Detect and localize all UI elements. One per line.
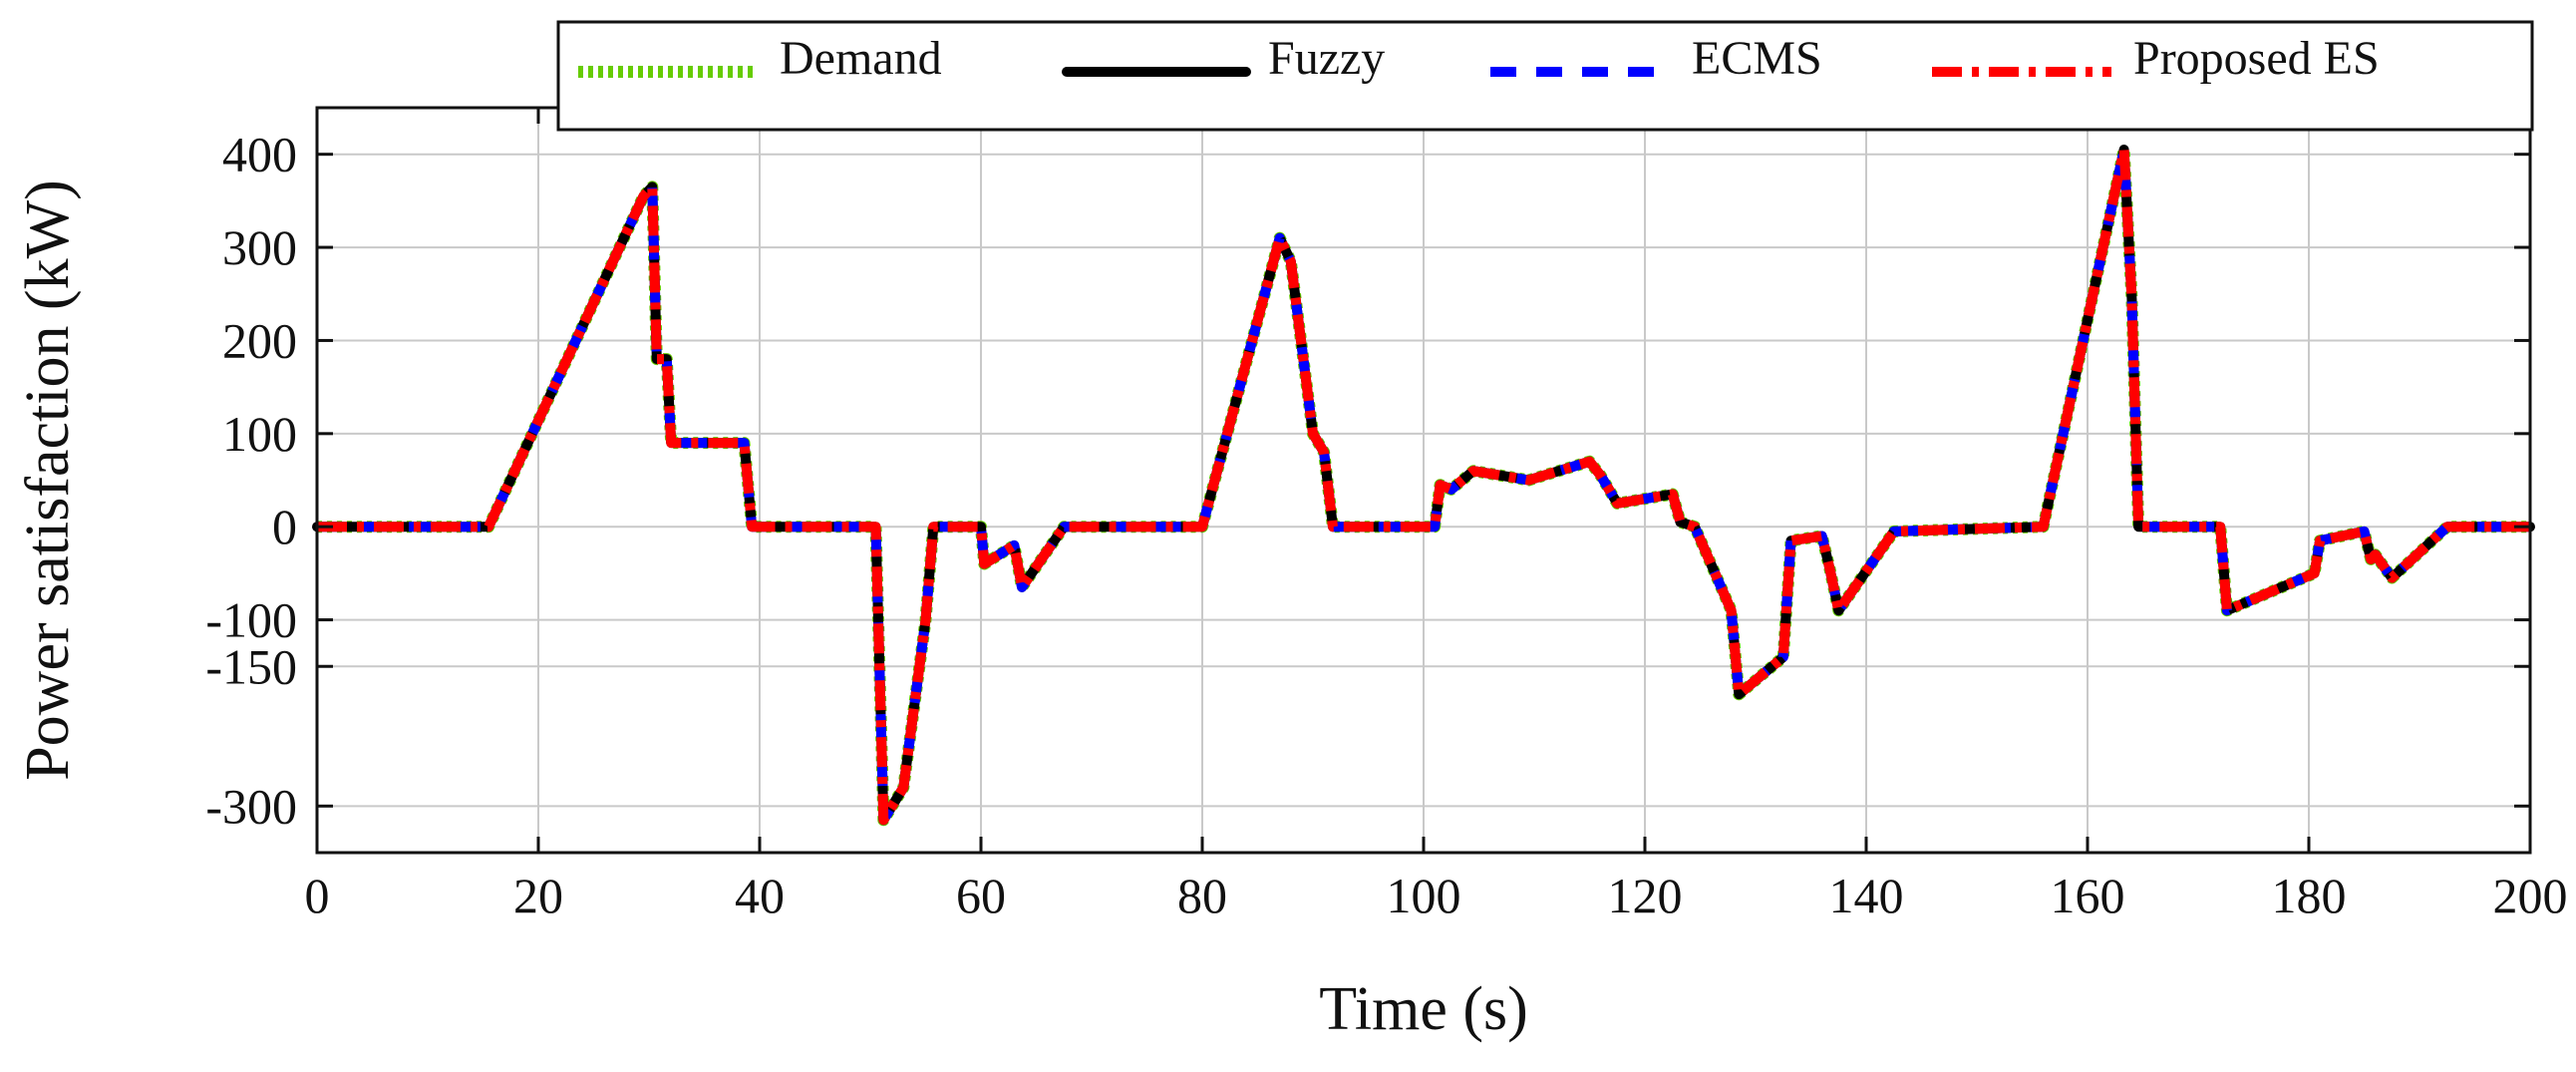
y-tick-label: 300 — [222, 219, 297, 275]
x-tick-label: 80 — [1177, 868, 1227, 923]
x-tick-label: 160 — [2051, 868, 2125, 923]
x-tick-label: 140 — [1829, 868, 1904, 923]
legend: Demand Fuzzy ECMS Proposed ES — [558, 22, 2532, 130]
x-axis-title: Time (s) — [1319, 975, 1528, 1043]
x-tick-label: 0 — [305, 868, 330, 923]
y-tick-label: 200 — [222, 312, 297, 368]
x-tick-label: 40 — [735, 868, 785, 923]
y-tick-label: 0 — [272, 499, 297, 554]
y-axis-title: Power satisfaction (kW) — [14, 179, 82, 781]
x-tick-label: 200 — [2493, 868, 2568, 923]
legend-label-ecms: ECMS — [1692, 32, 1822, 85]
legend-label-demand: Demand — [780, 32, 942, 85]
x-tick-label: 180 — [2272, 868, 2347, 923]
x-tick-label: 20 — [513, 868, 563, 923]
y-tick-label: -150 — [205, 638, 297, 694]
x-tick-label: 120 — [1608, 868, 1683, 923]
y-tick-label: 100 — [222, 406, 297, 462]
x-tick-label: 60 — [956, 868, 1006, 923]
y-tick-label: -300 — [205, 778, 297, 834]
legend-label-proposed-es: Proposed ES — [2133, 32, 2380, 85]
x-tick-label: 100 — [1387, 868, 1461, 923]
y-tick-label: 400 — [222, 127, 297, 182]
legend-label-fuzzy: Fuzzy — [1268, 32, 1385, 85]
